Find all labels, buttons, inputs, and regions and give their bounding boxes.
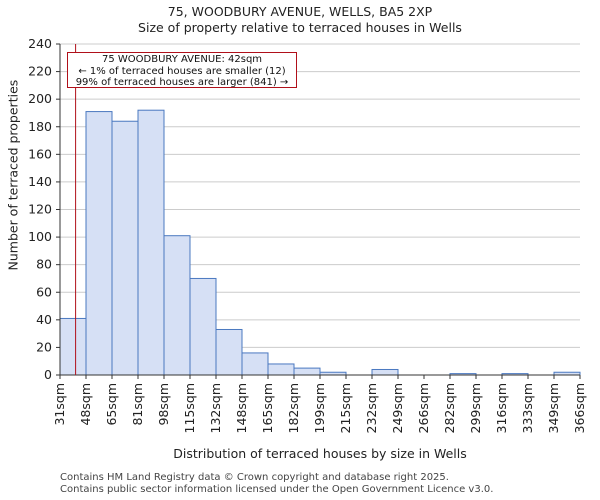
x-tick-label: 282sqm: [442, 383, 457, 433]
histogram-bar: [215, 328, 243, 376]
x-tick-label: 31sqm: [52, 383, 67, 426]
x-tick-label: 165sqm: [260, 383, 275, 433]
histogram-bar: [111, 120, 139, 376]
x-tick-label: 333sqm: [520, 383, 535, 433]
y-tick-label: 40: [36, 312, 52, 327]
y-tick-label: 160: [28, 146, 52, 161]
x-tick-label: 215sqm: [338, 383, 353, 433]
histogram-bar: [189, 277, 217, 376]
histogram-bar: [137, 109, 165, 376]
footer-line-2: Contains public sector information licen…: [60, 484, 494, 495]
x-tick-label: 199sqm: [312, 383, 327, 433]
x-tick-label: 148sqm: [234, 383, 249, 433]
y-tick-label: 140: [28, 174, 52, 189]
footer-line-1: Contains HM Land Registry data © Crown c…: [60, 472, 449, 483]
chart-subtitle: Size of property relative to terraced ho…: [138, 20, 462, 35]
x-tick-label: 65sqm: [104, 383, 119, 426]
x-tick-label: 81sqm: [130, 383, 145, 426]
y-tick-label: 80: [36, 257, 52, 272]
y-tick-label: 100: [28, 229, 52, 244]
y-axis-label: Number of terraced properties: [5, 79, 21, 271]
histogram-bar: [163, 235, 191, 376]
histogram-bar: [371, 368, 399, 376]
x-tick-label: 182sqm: [286, 383, 301, 433]
y-tick-label: 240: [28, 36, 52, 51]
x-tick-label: 349sqm: [546, 383, 561, 433]
annotation-line-1: 75 WOODBURY AVENUE: 42sqm: [101, 54, 263, 65]
x-tick-label: 98sqm: [156, 383, 171, 426]
y-tick-label: 120: [28, 202, 52, 217]
x-tick-label: 299sqm: [468, 383, 483, 433]
x-tick-label: 48sqm: [78, 383, 93, 426]
x-tick-label: 132sqm: [208, 383, 223, 433]
y-tick-label: 180: [28, 119, 52, 134]
x-tick-label: 249sqm: [390, 383, 405, 433]
x-tick-label: 232sqm: [364, 383, 379, 433]
chart-title: 75, WOODBURY AVENUE, WELLS, BA5 2XP: [167, 4, 433, 19]
annotation-line-2: ← 1% of terraced houses are smaller (12): [78, 65, 286, 77]
y-tick-label: 0: [44, 367, 52, 382]
histogram-bar: [267, 363, 295, 376]
x-tick-label: 366sqm: [572, 383, 587, 433]
x-tick-label: 316sqm: [494, 383, 509, 433]
y-tick-label: 60: [36, 284, 52, 299]
histogram-bar: [241, 352, 269, 376]
x-tick-label: 115sqm: [182, 383, 197, 433]
y-tick-label: 220: [28, 64, 52, 79]
x-tick-label: 266sqm: [416, 383, 431, 433]
histogram-bar: [59, 317, 87, 376]
x-axis-label: Distribution of terraced houses by size …: [173, 446, 467, 461]
annotation-box: 75 WOODBURY AVENUE: 42sqm ← 1% of terrac…: [67, 52, 297, 88]
y-tick-label: 20: [36, 339, 52, 354]
annotation-line-3: 99% of terraced houses are larger (841) …: [75, 77, 289, 88]
histogram-bar: [85, 111, 113, 376]
histogram-bar: [293, 367, 321, 376]
y-tick-label: 200: [28, 91, 52, 106]
